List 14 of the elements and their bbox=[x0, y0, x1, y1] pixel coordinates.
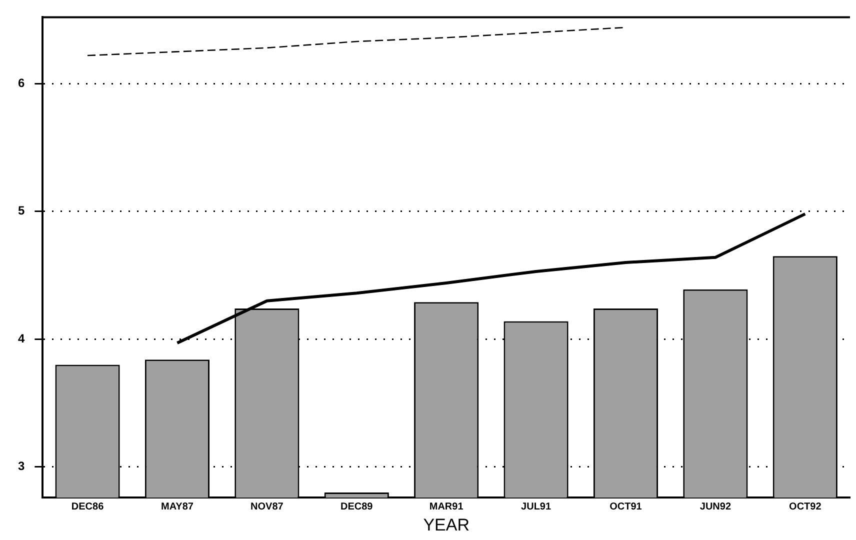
x-axis-title: YEAR bbox=[423, 515, 470, 534]
y-tick-label: 3 bbox=[18, 459, 25, 474]
y-tick-label: 5 bbox=[18, 204, 25, 218]
x-tick-label: OCT92 bbox=[789, 501, 822, 512]
x-tick-label: JUL91 bbox=[521, 501, 552, 512]
x-tick-label: MAR91 bbox=[429, 501, 464, 512]
x-tick-label: DEC89 bbox=[340, 501, 374, 512]
x-tick-label: MAY87 bbox=[161, 501, 194, 512]
x-tick-label: NOV87 bbox=[250, 501, 284, 512]
x-tick-label: DEC86 bbox=[71, 501, 104, 512]
x-tick-label: OCT91 bbox=[610, 501, 642, 512]
x-tick-label: JUN92 bbox=[700, 501, 732, 512]
y-tick-label: 4 bbox=[18, 331, 25, 346]
y-tick-label: 6 bbox=[18, 76, 25, 90]
